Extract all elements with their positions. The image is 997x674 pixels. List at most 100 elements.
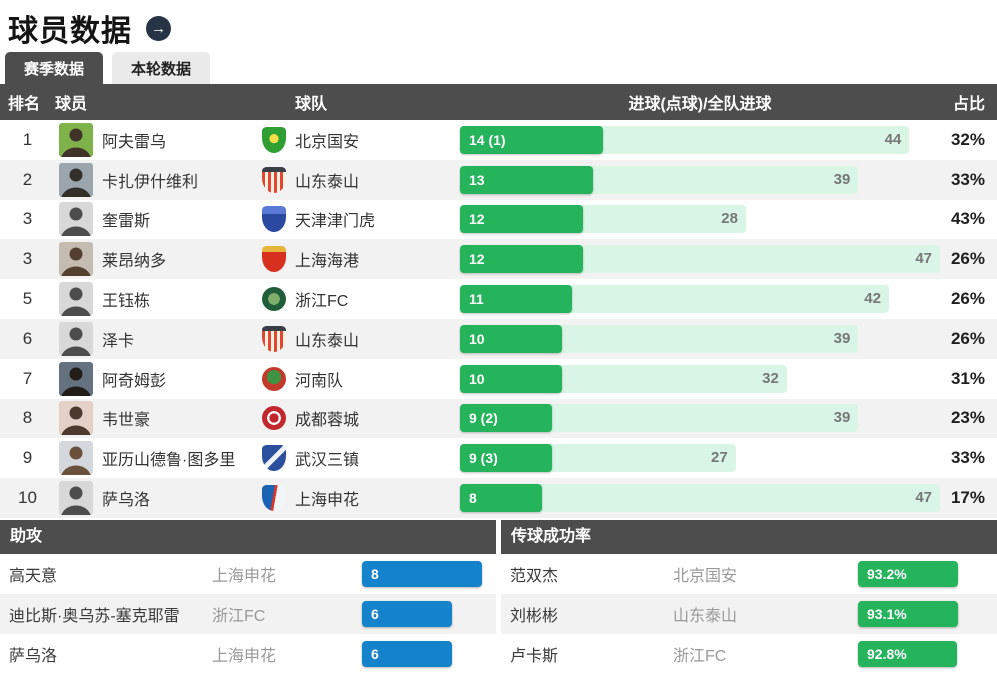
goals-table: 1 阿夫雷乌 北京国安 44 14 (1) 32% 2 卡扎伊什维利 山东泰山 … xyxy=(0,120,997,518)
col-header-goals: 进球(点球)/全队进球 xyxy=(628,96,772,113)
player-avatar xyxy=(59,282,93,317)
team-logo-wuhan-three-towns-icon xyxy=(262,445,286,472)
player-name: 阿夫雷乌 xyxy=(102,133,167,151)
player-goals-bar: 12 xyxy=(460,205,583,234)
team-name: 上海申花 xyxy=(212,647,277,665)
player-name: 阿奇姆彭 xyxy=(102,372,167,390)
team-name: 河南队 xyxy=(295,372,344,390)
team-logo-shanghai-shenhua-icon xyxy=(262,485,286,512)
col-header-rank: 排名 xyxy=(8,96,41,113)
col-header-player: 球员 xyxy=(55,96,88,113)
table-row[interactable]: 9 亚历山德鲁·图多里 武汉三镇 27 9 (3) 33% xyxy=(0,438,997,478)
more-arrow-icon[interactable]: → xyxy=(146,15,171,41)
pass-rate-value: 92.8% xyxy=(867,645,907,662)
table-row[interactable]: 5 王钰栋 浙江FC 42 11 26% xyxy=(0,279,997,319)
goal-share: 23% xyxy=(950,408,985,428)
player-avatar xyxy=(59,321,93,356)
goal-share: 43% xyxy=(950,209,985,229)
team-logo-chengdu-rongcheng-icon xyxy=(262,406,286,431)
player-goals-bar: 10 xyxy=(460,324,563,353)
team-logo-tianjin-jinmen-tiger-icon xyxy=(262,206,286,233)
tab-season-data[interactable]: 赛季数据 xyxy=(5,52,104,84)
pass-rate-value: 93.2% xyxy=(867,565,907,582)
assists-value: 6 xyxy=(371,605,379,622)
player-goals-bar: 9 (3) xyxy=(460,444,552,473)
goal-share: 32% xyxy=(950,129,985,149)
player-name: 刘彬彬 xyxy=(510,607,559,625)
table-row[interactable]: 3 莱昂纳多 上海海港 47 12 26% xyxy=(0,239,997,280)
player-goals-bar: 14 (1) xyxy=(460,125,603,154)
table-row[interactable]: 2 卡扎伊什维利 山东泰山 39 13 33% xyxy=(0,159,997,200)
team-name: 上海海港 xyxy=(295,253,360,271)
table-row[interactable]: 6 泽卡 山东泰山 39 10 26% xyxy=(0,318,997,359)
team-logo-shanghai-port-icon xyxy=(262,246,286,273)
player-name: 亚历山德鲁·图多里 xyxy=(102,452,236,470)
table-row[interactable]: 8 韦世豪 成都蓉城 39 9 (2) 23% xyxy=(0,398,997,439)
player-name: 韦世豪 xyxy=(102,412,151,430)
assist-row[interactable]: 迪比斯·奥乌苏-塞克耶雷 浙江FC 6 xyxy=(0,593,496,634)
player-goals-label: 10 xyxy=(469,370,485,387)
rank-value: 5 xyxy=(22,289,33,309)
team-goals-value: 39 xyxy=(833,409,851,427)
goal-share: 26% xyxy=(950,328,985,348)
table-row[interactable]: 10 萨乌洛 上海申花 47 8 17% xyxy=(0,478,997,518)
pass-rate-panel: 传球成功率 范双杰 北京国安 93.2% 刘彬彬 山东泰山 93.1% 卢卡斯 … xyxy=(501,519,997,674)
assists-bar: 6 xyxy=(362,600,452,627)
player-avatar xyxy=(59,202,93,237)
goal-share: 17% xyxy=(950,488,985,508)
pass-rate-bar: 92.8% xyxy=(858,640,958,667)
assist-row[interactable]: 高天意 上海申花 8 xyxy=(0,554,496,594)
player-name: 萨乌洛 xyxy=(102,492,151,510)
team-goals-value: 44 xyxy=(884,130,902,148)
team-name: 天津津门虎 xyxy=(295,213,376,231)
player-avatar xyxy=(59,361,93,396)
player-goals-label: 11 xyxy=(469,291,484,308)
rank-value: 1 xyxy=(22,129,33,149)
assist-row[interactable]: 萨乌洛 上海申花 6 xyxy=(0,634,496,674)
goal-share: 33% xyxy=(950,448,985,468)
player-avatar xyxy=(59,481,93,516)
player-goals-label: 14 (1) xyxy=(469,131,506,148)
player-goals-label: 9 (3) xyxy=(469,450,498,467)
pass-rate-row[interactable]: 卢卡斯 浙江FC 92.8% xyxy=(501,634,997,674)
goal-share: 26% xyxy=(950,289,985,309)
tab-round-data[interactable]: 本轮数据 xyxy=(112,52,211,84)
assists-panel-title: 助攻 xyxy=(0,519,496,554)
page-title: 球员数据 xyxy=(8,15,132,48)
assists-value: 6 xyxy=(371,645,379,662)
team-goals-value: 47 xyxy=(915,250,932,268)
team-goals-value: 27 xyxy=(711,449,728,467)
goal-share: 31% xyxy=(950,368,985,388)
player-avatar xyxy=(59,162,93,197)
player-goals-bar: 11 xyxy=(460,285,573,314)
player-avatar xyxy=(59,441,93,476)
pass-rate-row[interactable]: 刘彬彬 山东泰山 93.1% xyxy=(501,593,997,634)
player-goals-label: 12 xyxy=(469,211,485,228)
team-name: 浙江FC xyxy=(673,647,727,665)
rank-value: 10 xyxy=(18,488,37,508)
team-name: 山东泰山 xyxy=(295,332,360,350)
team-name: 成都蓉城 xyxy=(295,412,360,430)
team-goals-value: 39 xyxy=(833,329,851,347)
player-avatar xyxy=(59,401,93,436)
player-goals-bar: 8 xyxy=(460,484,542,513)
player-goals-bar: 13 xyxy=(460,165,593,194)
rank-value: 9 xyxy=(22,448,33,468)
player-name: 萨乌洛 xyxy=(9,647,58,665)
page-header: 球员数据 → xyxy=(0,0,997,52)
rank-value: 7 xyxy=(22,368,33,388)
table-row[interactable]: 7 阿奇姆彭 河南队 32 10 31% xyxy=(0,359,997,399)
pass-rate-row[interactable]: 范双杰 北京国安 93.2% xyxy=(501,554,997,594)
team-goals-value: 32 xyxy=(762,369,779,387)
player-goals-bar: 10 xyxy=(460,364,563,393)
table-row[interactable]: 1 阿夫雷乌 北京国安 44 14 (1) 32% xyxy=(0,120,997,160)
team-name: 山东泰山 xyxy=(295,173,360,191)
player-goals-label: 12 xyxy=(469,251,485,268)
table-header: 排名 球员 球队 进球(点球)/全队进球 占比 xyxy=(0,84,997,120)
team-name: 北京国安 xyxy=(673,567,738,585)
table-row[interactable]: 3 奎雷斯 天津津门虎 28 12 43% xyxy=(0,200,997,240)
goal-share: 26% xyxy=(950,249,985,269)
rank-value: 3 xyxy=(22,249,33,269)
team-logo-shandong-taishan-icon xyxy=(262,166,286,193)
player-name: 莱昂纳多 xyxy=(102,253,167,271)
